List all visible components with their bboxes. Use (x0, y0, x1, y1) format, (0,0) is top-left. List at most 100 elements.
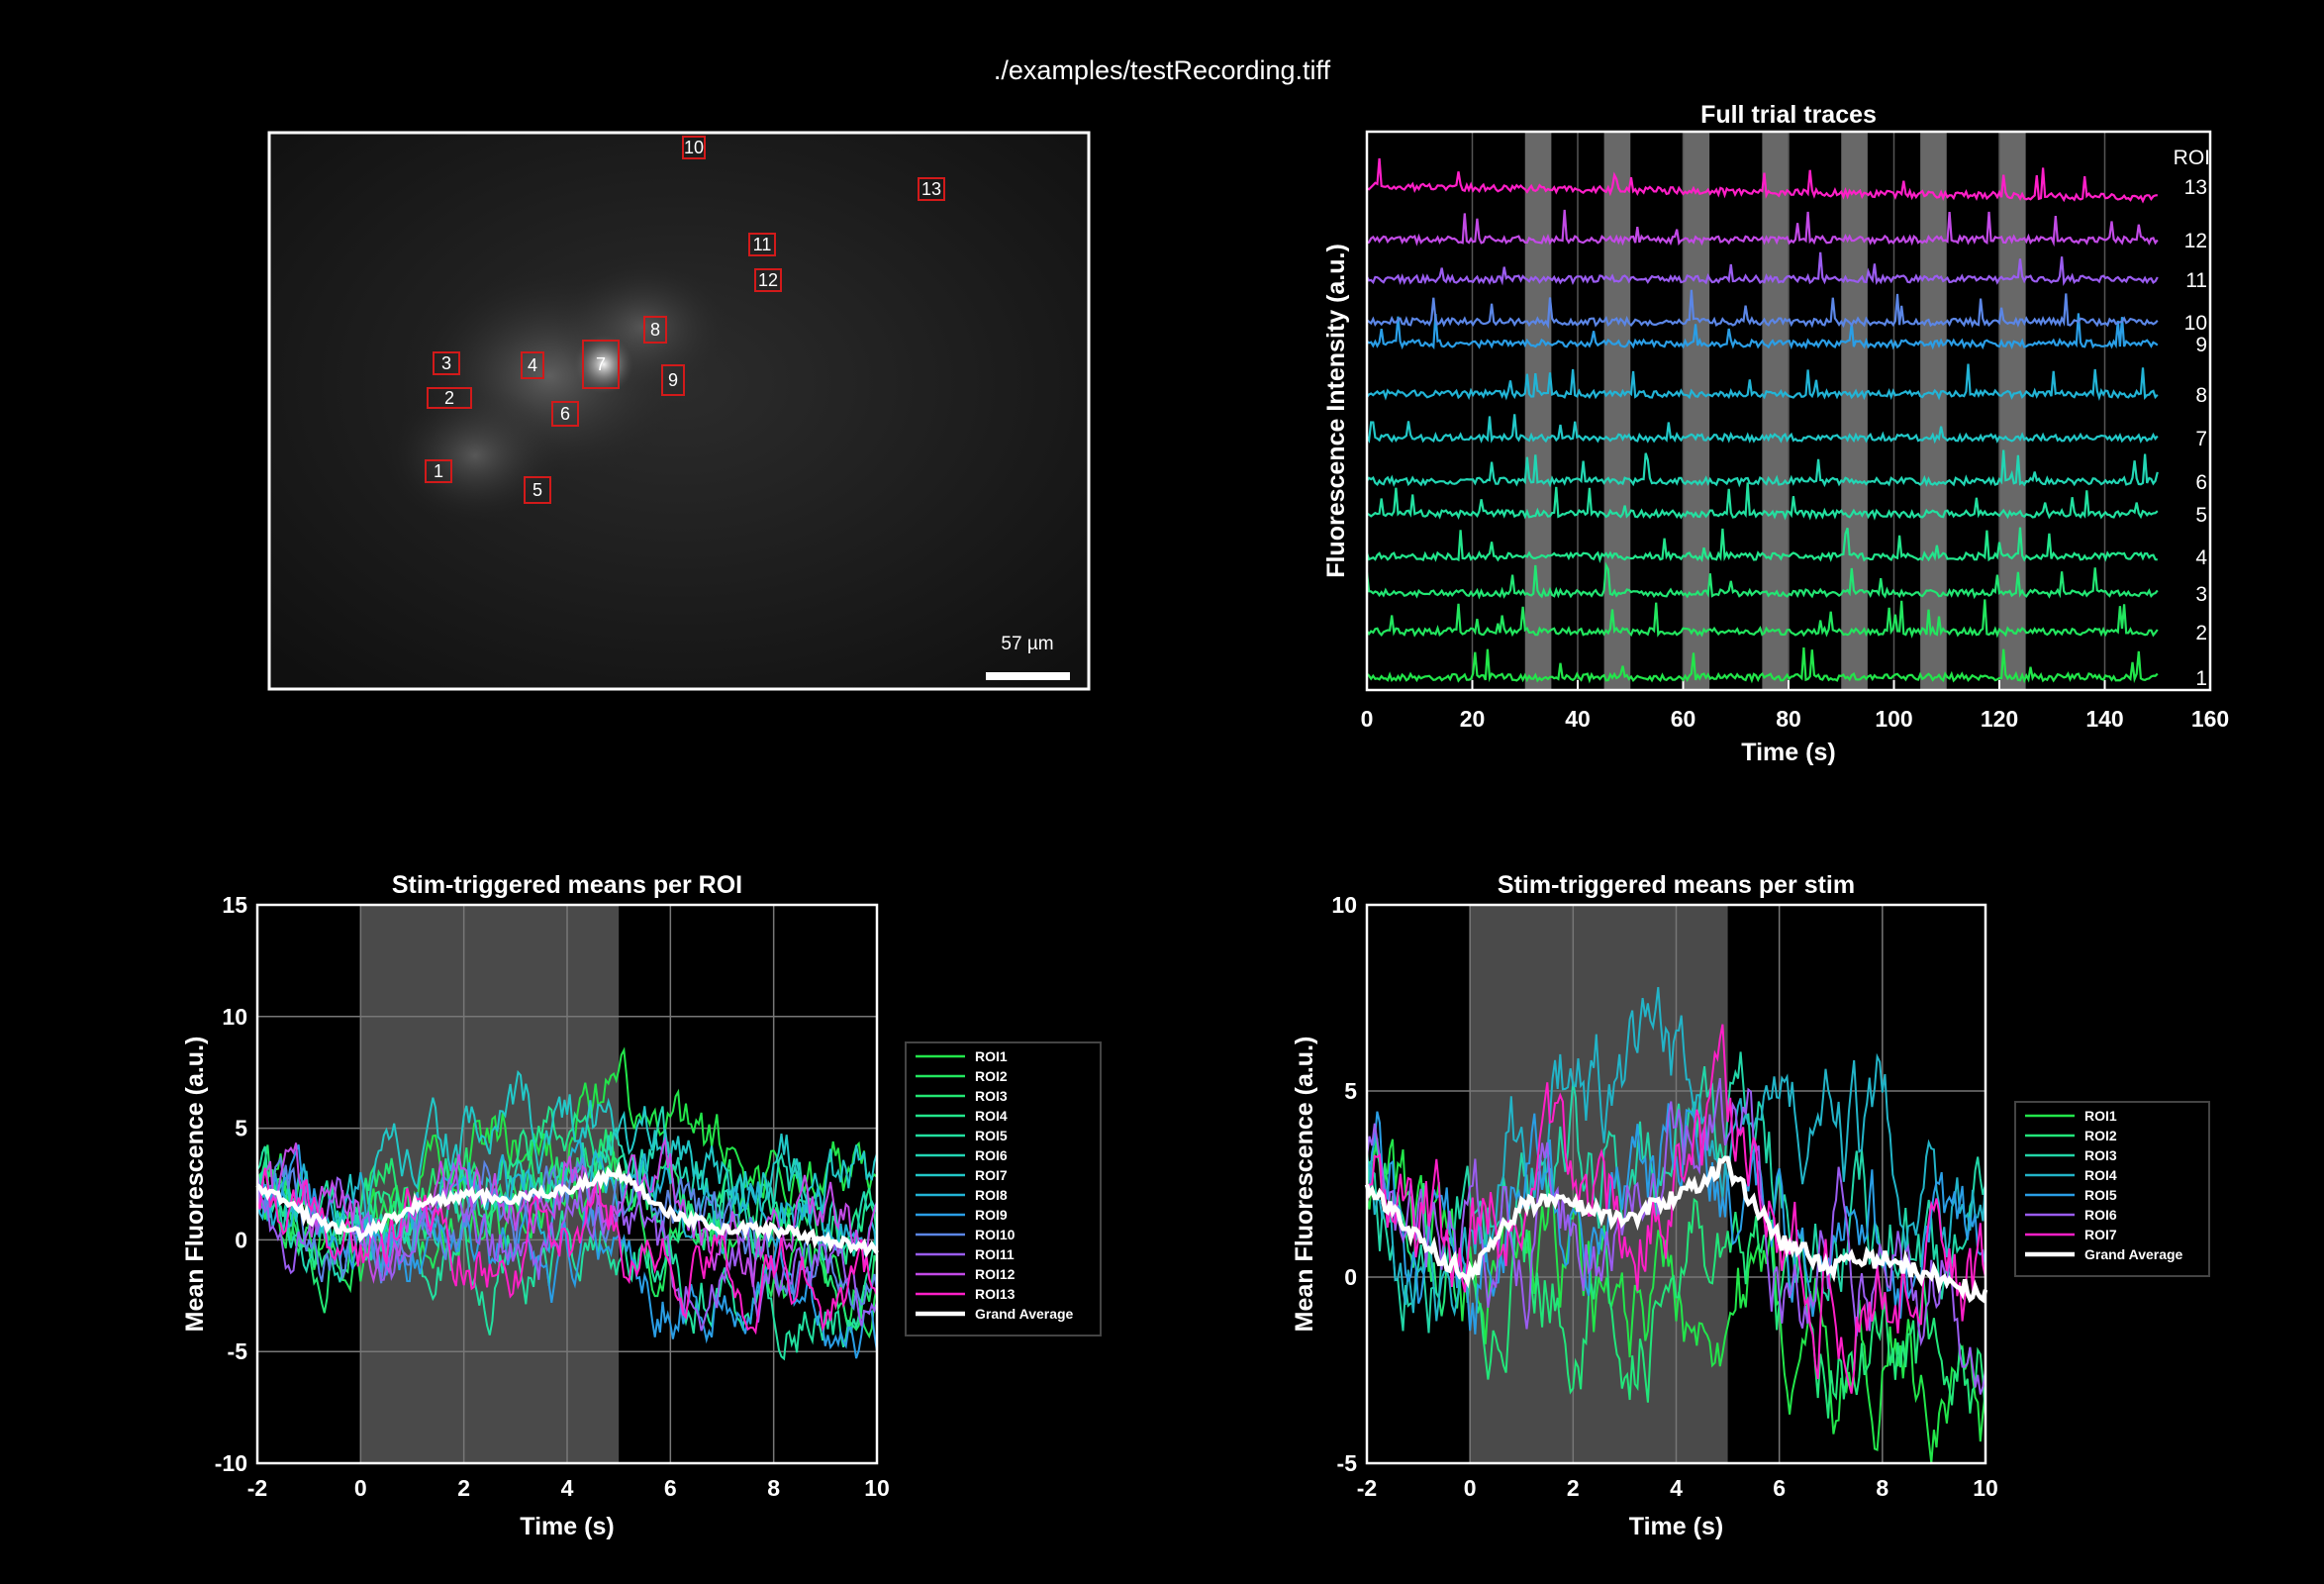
trace-label-3: 3 (2195, 583, 2207, 606)
y-tick-label: 0 (1344, 1264, 1357, 1290)
y-tick-label: 0 (235, 1227, 247, 1252)
x-tick-label: 100 (1875, 706, 1912, 732)
stim-window-3 (1683, 132, 1710, 690)
y-tick-label: 10 (1331, 892, 1357, 918)
trace-roi-11 (1366, 251, 2159, 287)
roi-box-4 (521, 351, 544, 379)
legend-entry: ROI5 (975, 1128, 1008, 1143)
trace-label-5: 5 (2195, 504, 2207, 527)
legend-entry: ROI13 (975, 1286, 1016, 1302)
trace-grand-average (255, 1161, 879, 1258)
roi-label-13: 13 (921, 179, 941, 199)
trace-roi13 (256, 1167, 878, 1336)
roi-box-11 (748, 233, 776, 256)
trace-label-4: 4 (2195, 546, 2207, 569)
trace-roi-13 (1366, 157, 2158, 204)
trace-roi-1 (1366, 647, 2159, 684)
legend-entry: ROI6 (975, 1147, 1008, 1163)
legend: ROI1 ROI2 ROI3 ROI4 ROI5 ROI6 ROI7 Grand Averag… (2014, 1101, 2210, 1277)
legend-entry: ROI2 (975, 1068, 1008, 1084)
x-tick-label: -2 (247, 1475, 267, 1501)
legend-entry: ROI12 (975, 1266, 1016, 1282)
x-tick-label: 8 (767, 1475, 780, 1501)
legend-entry: ROI11 (975, 1246, 1015, 1262)
x-tick-label: 120 (1981, 706, 2018, 732)
legend-entry: ROI4 (975, 1108, 1008, 1124)
y-axis-label: Fluorescence Intensity (a.u.) (1322, 244, 1350, 578)
plot-title: Stim-triggered means per ROI (392, 871, 742, 899)
stim-window (1470, 905, 1728, 1463)
roi-box-10 (682, 136, 706, 159)
legend-entry: ROI1 (975, 1048, 1008, 1064)
x-tick-label: 0 (354, 1475, 367, 1501)
roi-label-12: 12 (758, 270, 778, 290)
roi-label-1: 1 (434, 461, 443, 481)
roi-box-3 (433, 351, 460, 375)
trace-label-7: 7 (2195, 428, 2207, 450)
roi-box-12 (754, 268, 782, 292)
legend-entry: ROI5 (2084, 1187, 2117, 1203)
roi-label-2: 2 (444, 388, 454, 408)
roi-label-10: 10 (684, 138, 704, 157)
x-tick-label: 4 (1670, 1475, 1683, 1501)
x-tick-label: 20 (1460, 706, 1486, 732)
legend-entry: ROI8 (975, 1187, 1008, 1203)
trace-roi-8 (1366, 363, 2159, 402)
trace-label-6: 6 (2195, 471, 2207, 494)
legend-entry: ROI1 (2084, 1108, 2117, 1124)
roi-box-9 (661, 364, 685, 396)
roi-label-5: 5 (533, 480, 542, 500)
legend-entry: ROI6 (2084, 1207, 2117, 1223)
y-tick-label: 5 (1344, 1078, 1357, 1104)
x-tick-label: 0 (1361, 706, 1374, 732)
trace-label-13: 13 (2184, 176, 2207, 199)
legend-frame (2014, 1101, 2210, 1277)
roi-label-4: 4 (528, 355, 537, 375)
roi-box-1 (425, 459, 452, 483)
per-stim-plot: -2 0 2 4 6 8 10 -5 0 5 10 Stim-triggered means per … (1291, 871, 2210, 1540)
legend-title: ROI (2174, 147, 2210, 169)
legend-entry: ROI4 (2084, 1167, 2117, 1183)
legend: ROI1 ROI2 ROI3 ROI4 ROI5 ROI6 ROI7 ROI8 ROI9 ROI1… (905, 1041, 1102, 1336)
x-tick-label: 6 (1773, 1475, 1786, 1501)
trace-grand-average (1364, 1155, 1988, 1304)
trace-roi-5 (1366, 482, 2159, 521)
roi-label-6: 6 (560, 404, 570, 424)
y-axis-label: Mean Fluorescence (a.u.) (181, 1037, 209, 1333)
y-tick-label: 15 (222, 892, 247, 918)
legend-entry: Grand Average (975, 1306, 1074, 1322)
x-tick-label: 80 (1776, 706, 1801, 732)
plot-title: Stim-triggered means per stim (1498, 871, 1855, 899)
roi-label-11: 11 (753, 235, 772, 254)
scalebar-label: 57 µm (1001, 634, 1053, 654)
roi-box-13 (918, 177, 945, 201)
roi-label-3: 3 (441, 353, 451, 373)
stim-window-6 (1920, 132, 1947, 690)
stim-window-4 (1762, 132, 1789, 690)
trace-label-12: 12 (2184, 230, 2207, 252)
y-tick-label: -5 (228, 1338, 248, 1364)
stim-window-2 (1603, 132, 1631, 690)
trace-label-8: 8 (2195, 384, 2207, 407)
full-trial-plot: 0 20 40 60 80 100 120 140 16012345678910111213RO… (1322, 101, 2229, 766)
roi-box-7 (582, 340, 620, 389)
y-tick-label: -5 (1337, 1450, 1358, 1476)
stim-window-1 (1524, 132, 1552, 690)
legend-entry: ROI7 (975, 1167, 1008, 1183)
trace-roi-7 (1366, 414, 2159, 445)
x-tick-label: 160 (2191, 706, 2229, 732)
x-axis-label: Time (s) (1629, 1513, 1723, 1540)
trace-label-9: 9 (2195, 334, 2207, 356)
plot-frame (1365, 903, 1987, 1465)
legend-entry: ROI3 (975, 1088, 1008, 1104)
trace-label-1: 1 (2195, 667, 2207, 690)
legend-entry: ROI2 (2084, 1128, 2117, 1143)
stim-window-7 (1999, 132, 2026, 690)
legend-entry: ROI3 (2084, 1147, 2117, 1163)
trace-roi1 (1366, 1138, 1986, 1464)
scalebar (986, 672, 1070, 680)
roi-label-7: 7 (596, 354, 606, 374)
y-axis-label: Mean Fluorescence (a.u.) (1291, 1037, 1318, 1333)
